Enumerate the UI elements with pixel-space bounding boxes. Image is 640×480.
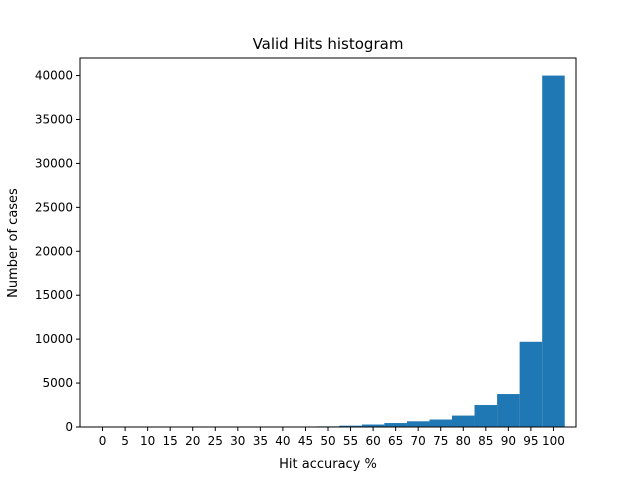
x-axis-ticks: 0 5 10 15 20 25 30 35 40 45 50 55 60 65 70 75 80 85 90 95 10… xyxy=(99,427,565,448)
x-axis-label: Hit accuracy % xyxy=(279,457,377,472)
y-tick-label: 0 xyxy=(65,420,73,434)
plot-frame xyxy=(79,57,577,428)
histogram-bar xyxy=(452,415,475,427)
x-tick-label: 50 xyxy=(320,434,335,448)
x-tick-label: 15 xyxy=(163,434,178,448)
histogram-bar xyxy=(361,424,385,427)
histogram-bar xyxy=(384,423,407,427)
x-tick-label: 75 xyxy=(433,434,448,448)
x-tick-label: 10 xyxy=(140,434,155,448)
x-tick-label: 80 xyxy=(456,434,471,448)
y-axis-ticks: 0 5000 10000 15000 20000 25000 30000 35000 40000 xyxy=(35,69,80,434)
x-tick-label: 60 xyxy=(365,434,380,448)
bars-group xyxy=(294,75,565,428)
x-tick-label: 35 xyxy=(253,434,268,448)
x-tick-label: 85 xyxy=(478,434,493,448)
histogram-bar xyxy=(542,75,565,428)
x-tick-label: 70 xyxy=(411,434,426,448)
histogram-bar xyxy=(429,419,452,427)
y-axis-label: Number of cases xyxy=(6,188,21,298)
x-tick-label: 90 xyxy=(501,434,516,448)
x-tick-label: 45 xyxy=(298,434,313,448)
histogram-bar xyxy=(474,405,498,427)
histogram-bar xyxy=(406,421,430,427)
y-tick-label: 35000 xyxy=(35,113,73,127)
y-tick-label: 25000 xyxy=(35,200,73,214)
x-tick-label: 5 xyxy=(121,434,129,448)
x-tick-label: 30 xyxy=(230,434,245,448)
x-tick-label: 100 xyxy=(542,434,565,448)
x-tick-label: 0 xyxy=(99,434,107,448)
y-tick-label: 10000 xyxy=(35,332,73,346)
x-tick-label: 65 xyxy=(388,434,403,448)
x-tick-label: 95 xyxy=(523,434,538,448)
histogram-bar xyxy=(497,394,520,427)
chart-title: Valid Hits histogram xyxy=(253,35,404,53)
x-tick-label: 25 xyxy=(208,434,223,448)
y-tick-label: 40000 xyxy=(35,69,73,83)
x-tick-label: 20 xyxy=(185,434,200,448)
y-tick-label: 20000 xyxy=(35,244,73,258)
y-tick-label: 30000 xyxy=(35,156,73,170)
x-tick-label: 40 xyxy=(275,434,290,448)
histogram-bar xyxy=(519,341,543,427)
histogram-bar xyxy=(339,425,362,427)
y-tick-label: 5000 xyxy=(42,376,73,390)
x-tick-label: 55 xyxy=(343,434,358,448)
y-tick-label: 15000 xyxy=(35,288,73,302)
